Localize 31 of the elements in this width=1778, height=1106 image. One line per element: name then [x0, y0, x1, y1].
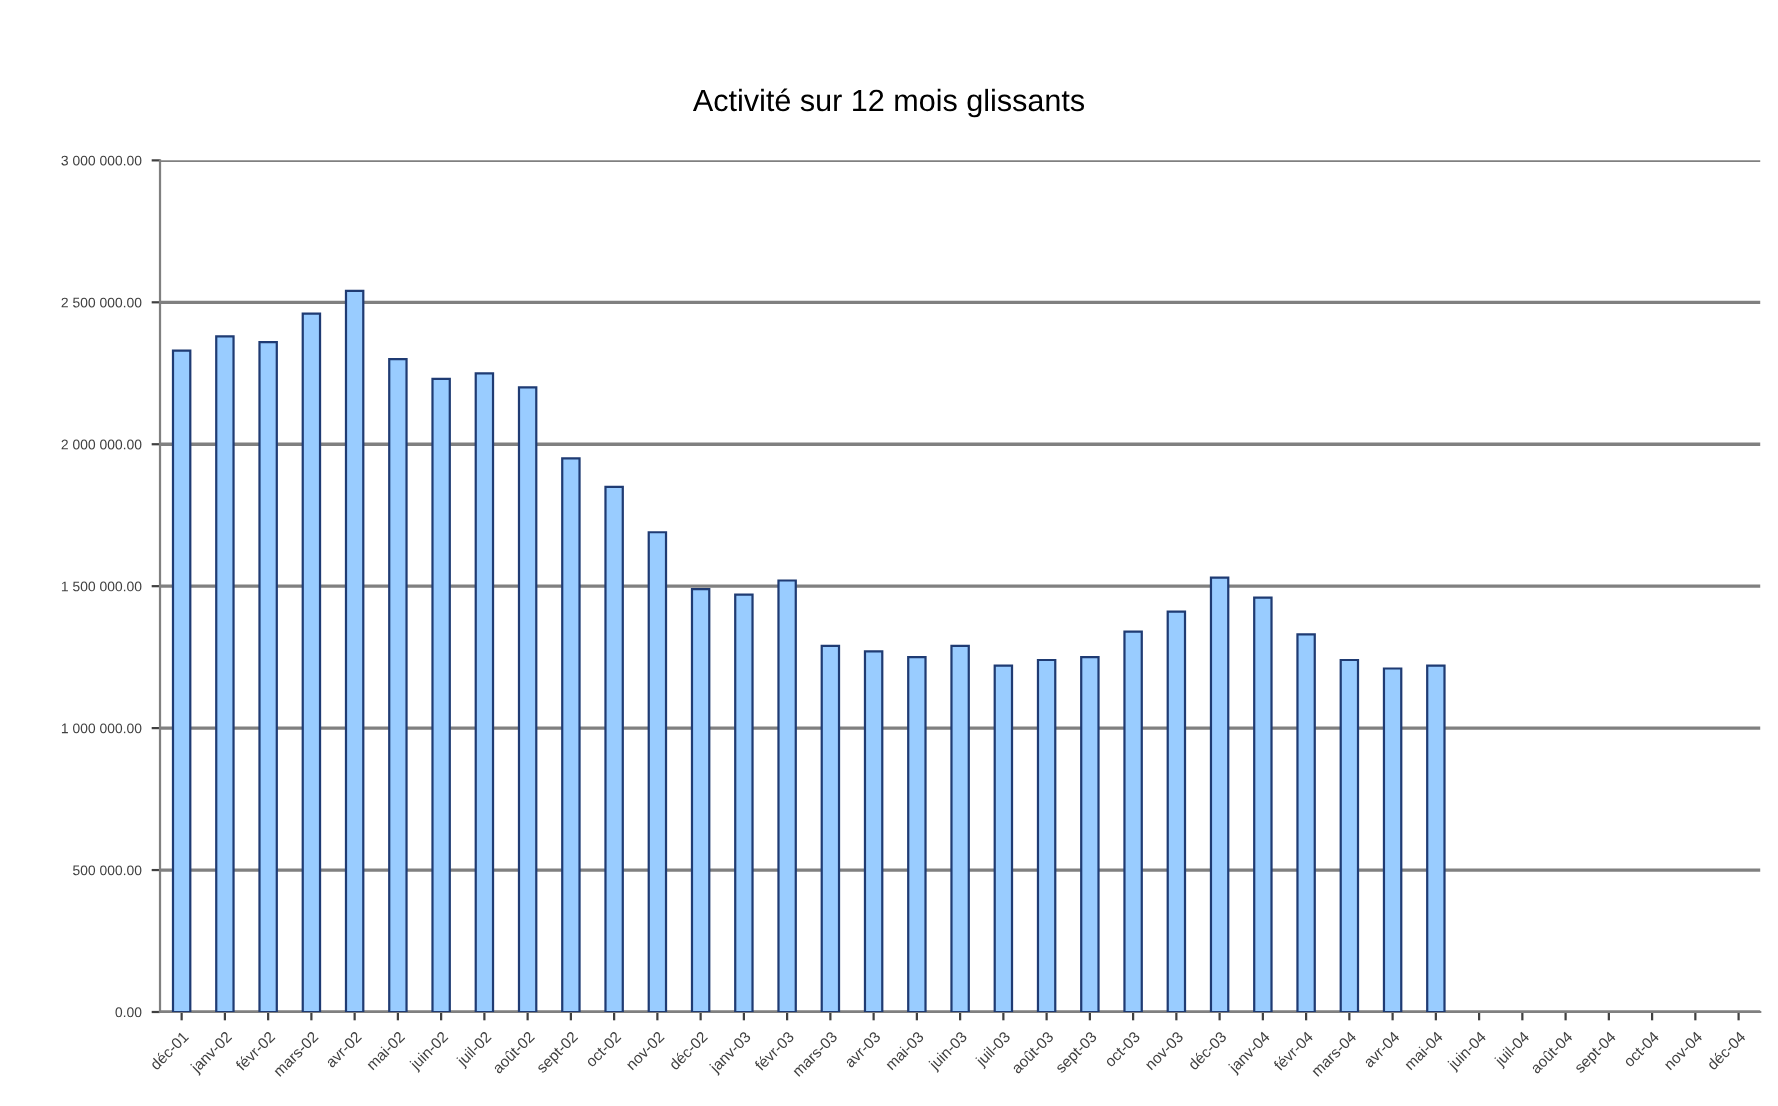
- bar: [1253, 596, 1273, 1012]
- bar: [1296, 633, 1316, 1012]
- chart-title: Activité sur 12 mois glissants: [692, 88, 1085, 118]
- bar: [388, 357, 408, 1012]
- bar: [1036, 658, 1057, 1012]
- bar: [1382, 667, 1403, 1012]
- bar: [474, 372, 495, 1012]
- bar: [950, 644, 970, 1012]
- bar: [215, 335, 235, 1012]
- bar: [517, 386, 538, 1012]
- bar: [993, 664, 1014, 1012]
- bar: [431, 377, 451, 1012]
- bar: [777, 579, 797, 1012]
- bar: [863, 650, 884, 1012]
- bar: [258, 340, 278, 1012]
- bar: [690, 587, 711, 1012]
- bar: [561, 457, 581, 1012]
- bar: [820, 644, 841, 1012]
- bar: [301, 312, 322, 1012]
- bar: [1166, 610, 1187, 1012]
- bar: [907, 656, 927, 1012]
- bar: [1426, 664, 1446, 1012]
- bar: [647, 531, 668, 1012]
- bar: [1080, 656, 1100, 1012]
- bar: [171, 349, 192, 1012]
- bar: [344, 289, 365, 1012]
- bar: [734, 593, 754, 1012]
- bar: [1209, 576, 1230, 1012]
- bar: [604, 485, 624, 1012]
- bar: [1339, 658, 1360, 1012]
- bar: [1123, 630, 1143, 1012]
